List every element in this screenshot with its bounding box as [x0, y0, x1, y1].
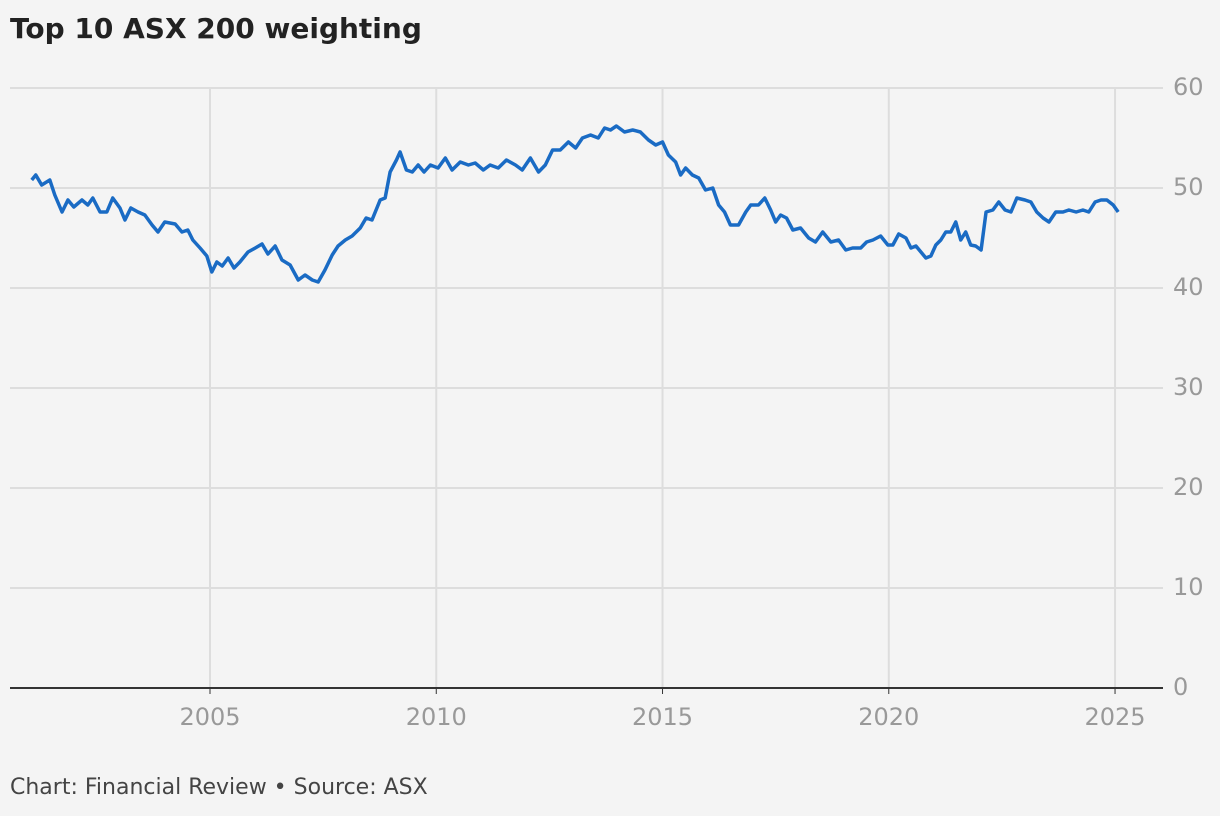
y-tick-label: 0: [1173, 673, 1188, 701]
y-tick-label: 40: [1173, 273, 1204, 301]
y-tick-label: 50: [1173, 173, 1204, 201]
x-tick-label: 2010: [406, 703, 467, 731]
source-note: Chart: Financial Review • Source: ASX: [10, 775, 428, 800]
y-tick-label: 30: [1173, 373, 1204, 401]
chart-title: Top 10 ASX 200 weighting: [10, 12, 422, 45]
y-tick-label: 20: [1173, 473, 1204, 501]
y-tick-label: 60: [1173, 73, 1204, 101]
data-line: [30, 124, 1120, 284]
x-tick-label: 2020: [858, 703, 919, 731]
x-tick-label: 2005: [179, 703, 240, 731]
x-tick-label: 2025: [1084, 703, 1145, 731]
x-tick-label: 2015: [632, 703, 693, 731]
y-tick-label: 10: [1173, 573, 1204, 601]
